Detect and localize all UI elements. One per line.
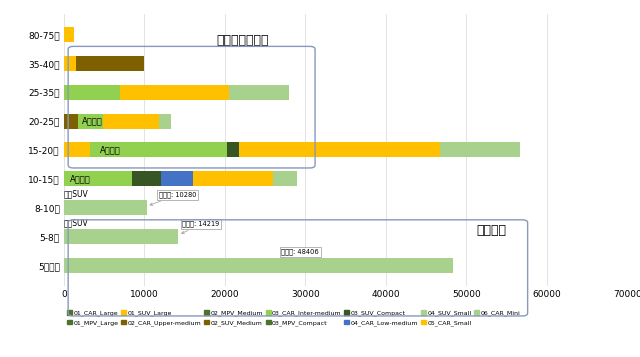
Text: 小型SUV: 小型SUV (64, 190, 89, 198)
Bar (64, 114, 79, 129)
Bar (64, 200, 147, 215)
Text: A级轿车: A级轿车 (100, 145, 121, 155)
Bar (440, 142, 520, 157)
Text: 突破了高价模式: 突破了高价模式 (216, 35, 269, 47)
Bar (76, 56, 145, 71)
Bar (64, 258, 454, 273)
Bar (64, 171, 132, 186)
Bar (132, 171, 161, 186)
Text: 微型车: 48406: 微型车: 48406 (281, 248, 319, 258)
Bar (64, 229, 179, 244)
Bar (102, 114, 159, 129)
Bar (227, 142, 239, 157)
Text: 微型车: 10280: 微型车: 10280 (150, 192, 196, 205)
Bar (64, 56, 76, 71)
Bar (64, 27, 74, 42)
Bar (64, 142, 90, 157)
Legend: 01_CAR_Large, 01_MPV_Large, 01_SUV_Large, 02_CAR_Upper-medium, 02_MPV_Medium, 02: 01_CAR_Large, 01_MPV_Large, 01_SUV_Large… (67, 311, 520, 326)
Bar (229, 85, 289, 100)
Bar (79, 114, 102, 129)
Text: 小型SUV: 小型SUV (64, 218, 89, 227)
Bar (90, 142, 227, 157)
Bar (64, 85, 120, 100)
Text: 低价模式: 低价模式 (477, 225, 506, 237)
Bar (159, 114, 171, 129)
Bar (161, 171, 193, 186)
Bar (273, 171, 298, 186)
Text: 微型车: 14219: 微型车: 14219 (182, 221, 220, 233)
Text: A级轿车: A级轿车 (70, 174, 91, 183)
Text: A级轿车: A级轿车 (82, 117, 102, 126)
Bar (193, 171, 273, 186)
Bar (120, 85, 229, 100)
Bar (239, 142, 440, 157)
